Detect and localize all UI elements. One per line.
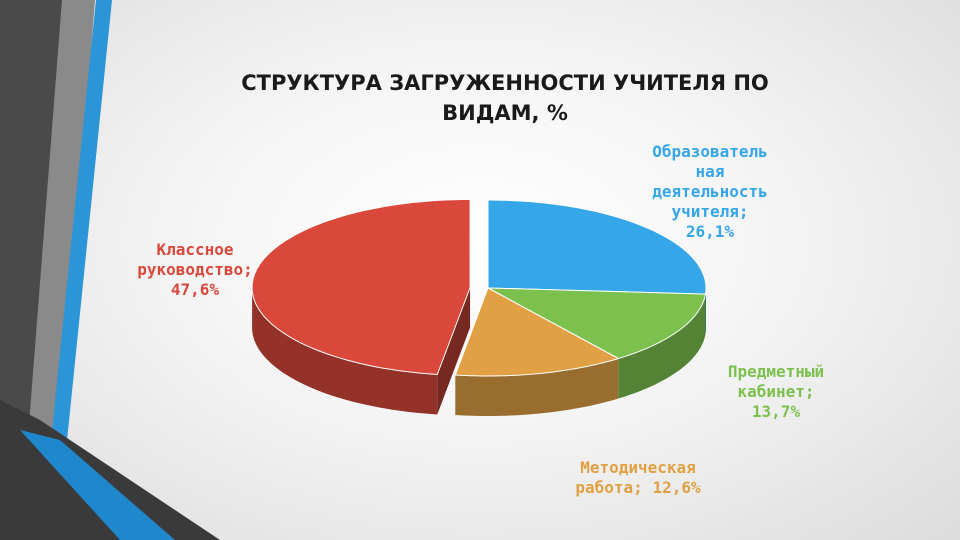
pie-slice-методическая-работа [454, 287, 620, 377]
slice-side-методическая-работа [455, 358, 619, 416]
slice-label-line: руководство; [137, 260, 253, 279]
slice-label-line: 47,6% [170, 280, 220, 299]
pie-slice-образовательная-деятельность-учителя [487, 199, 707, 295]
pie-slice-классное-руководство [251, 199, 471, 376]
slice-label-line: деятельность [652, 182, 768, 201]
slice-label-line: Предметный [727, 362, 825, 381]
slice-label-line: 26,1% [685, 222, 735, 241]
pie-slice-предметный-кабинет [487, 287, 707, 360]
slice-side-предметный-кабинет [618, 294, 706, 399]
slice-label-line: Методическая [580, 458, 696, 477]
slice-side-образовательная-деятельность-учителя [705, 288, 706, 335]
slice-label-line: работа; 12,6% [575, 478, 701, 497]
slice-label-line: 13,7% [751, 402, 801, 421]
slice-label-obrazovatelnaya: Образователь ная деятельность учителя; 2… [625, 142, 795, 242]
chart-title-line-2: ВИДАМ, % [442, 101, 568, 125]
chart-title-line-1: СТРУКТУРА ЗАГРУЖЕННОСТИ УЧИТЕЛЯ ПО [241, 71, 769, 95]
slice-label-line: ная [695, 162, 725, 181]
slice-label-line: кабинет; [737, 382, 815, 401]
slice-label-metodicheskaya: Методическая работа; 12,6% [548, 458, 728, 498]
slice-label-line: учителя; [671, 202, 749, 221]
slice-label-klassnoe: Классное руководство; 47,6% [110, 240, 280, 300]
slice-side-классное-руководство [252, 287, 438, 415]
slice-cut-классное-руководство [437, 287, 471, 415]
slice-label-line: Образователь [652, 142, 768, 161]
slice-label-predmetny: Предметный кабинет; 13,7% [696, 362, 856, 422]
chart-title: СТРУКТУРА ЗАГРУЖЕННОСТИ УЧИТЕЛЯ ПО ВИДАМ… [200, 68, 810, 128]
decor-corner-blue [20, 430, 175, 540]
slice-label-line: Классное [156, 240, 234, 259]
decor-stripe-gray [20, 0, 95, 540]
decor-stripe-blue [48, 0, 112, 470]
decor-corner-dark [0, 400, 220, 540]
